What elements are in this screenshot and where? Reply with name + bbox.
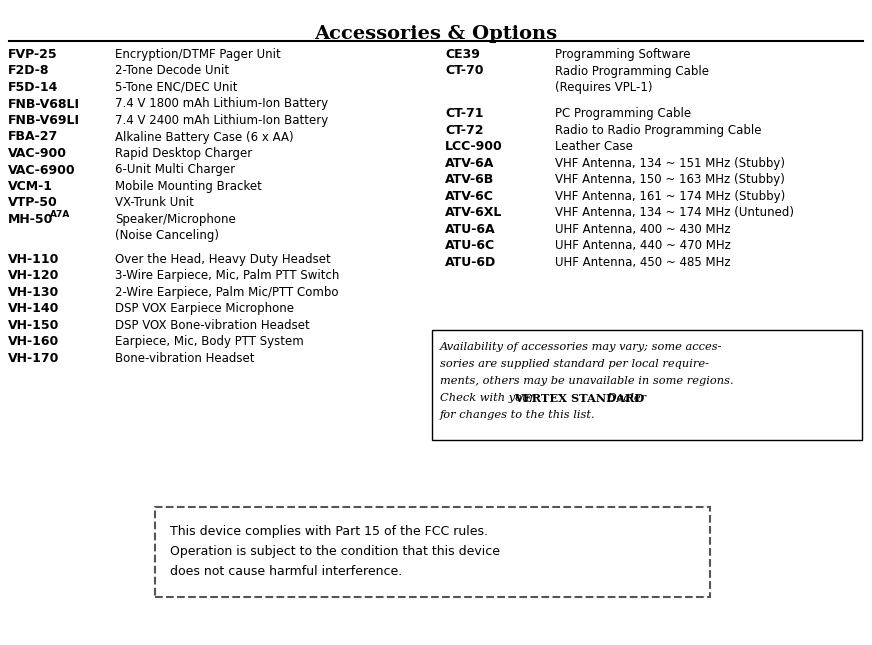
Text: A7A: A7A bbox=[50, 210, 71, 219]
Text: MH-50: MH-50 bbox=[8, 213, 53, 226]
Text: sories are supplied standard per local require-: sories are supplied standard per local r… bbox=[440, 359, 709, 369]
Text: 5-Tone ENC/DEC Unit: 5-Tone ENC/DEC Unit bbox=[115, 81, 237, 94]
Text: FNB-V69LI: FNB-V69LI bbox=[8, 114, 80, 127]
Text: Over the Head, Heavy Duty Headset: Over the Head, Heavy Duty Headset bbox=[115, 253, 330, 266]
FancyBboxPatch shape bbox=[432, 330, 862, 440]
Text: ATU-6A: ATU-6A bbox=[445, 223, 495, 236]
Text: Earpiece, Mic, Body PTT System: Earpiece, Mic, Body PTT System bbox=[115, 335, 303, 348]
Text: 6-Unit Multi Charger: 6-Unit Multi Charger bbox=[115, 163, 235, 177]
Text: VAC-6900: VAC-6900 bbox=[8, 163, 76, 177]
Text: ATV-6C: ATV-6C bbox=[445, 190, 494, 203]
Text: (Requires VPL-1): (Requires VPL-1) bbox=[555, 81, 652, 94]
Text: Encryption/DTMF Pager Unit: Encryption/DTMF Pager Unit bbox=[115, 48, 281, 61]
Text: VAC-900: VAC-900 bbox=[8, 147, 67, 160]
Text: VTP-50: VTP-50 bbox=[8, 197, 58, 210]
Text: VH-150: VH-150 bbox=[8, 319, 59, 332]
Text: ATU-6C: ATU-6C bbox=[445, 239, 495, 252]
Text: VH-110: VH-110 bbox=[8, 253, 59, 266]
Text: Accessories & Options: Accessories & Options bbox=[315, 25, 557, 43]
Text: VHF Antenna, 150 ~ 163 MHz (Stubby): VHF Antenna, 150 ~ 163 MHz (Stubby) bbox=[555, 174, 785, 186]
Text: F5D-14: F5D-14 bbox=[8, 81, 58, 94]
Text: ments, others may be unavailable in some regions.: ments, others may be unavailable in some… bbox=[440, 376, 733, 386]
Text: Dealer: Dealer bbox=[604, 393, 646, 403]
Text: DSP VOX Earpiece Microphone: DSP VOX Earpiece Microphone bbox=[115, 302, 294, 315]
Text: F2D-8: F2D-8 bbox=[8, 64, 50, 77]
Text: VHF Antenna, 161 ~ 174 MHz (Stubby): VHF Antenna, 161 ~ 174 MHz (Stubby) bbox=[555, 190, 786, 203]
Text: 7.4 V 1800 mAh Lithium-Ion Battery: 7.4 V 1800 mAh Lithium-Ion Battery bbox=[115, 97, 328, 110]
Text: Radio to Radio Programming Cable: Radio to Radio Programming Cable bbox=[555, 124, 761, 137]
Text: CT-72: CT-72 bbox=[445, 124, 483, 137]
Text: VCM-1: VCM-1 bbox=[8, 180, 53, 193]
Text: PC Programming Cable: PC Programming Cable bbox=[555, 108, 691, 121]
Text: UHF Antenna, 440 ~ 470 MHz: UHF Antenna, 440 ~ 470 MHz bbox=[555, 239, 731, 252]
Text: VHF Antenna, 134 ~ 174 MHz (Untuned): VHF Antenna, 134 ~ 174 MHz (Untuned) bbox=[555, 206, 794, 219]
FancyBboxPatch shape bbox=[155, 507, 710, 597]
Text: 2-Tone Decode Unit: 2-Tone Decode Unit bbox=[115, 64, 229, 77]
Text: 7.4 V 2400 mAh Lithium-Ion Battery: 7.4 V 2400 mAh Lithium-Ion Battery bbox=[115, 114, 328, 127]
Text: 3-Wire Earpiece, Mic, Palm PTT Switch: 3-Wire Earpiece, Mic, Palm PTT Switch bbox=[115, 269, 339, 282]
Text: VH-120: VH-120 bbox=[8, 269, 59, 282]
Text: FVP-25: FVP-25 bbox=[8, 48, 58, 61]
Text: Radio Programming Cable: Radio Programming Cable bbox=[555, 64, 709, 77]
Text: VHF Antenna, 134 ~ 151 MHz (Stubby): VHF Antenna, 134 ~ 151 MHz (Stubby) bbox=[555, 157, 785, 170]
Text: VH-140: VH-140 bbox=[8, 302, 59, 315]
Text: Programming Software: Programming Software bbox=[555, 48, 691, 61]
Text: LCC-900: LCC-900 bbox=[445, 141, 503, 154]
Text: for changes to the this list.: for changes to the this list. bbox=[440, 410, 596, 420]
Text: ATV-6A: ATV-6A bbox=[445, 157, 494, 170]
Text: FBA-27: FBA-27 bbox=[8, 130, 58, 143]
Text: CT-71: CT-71 bbox=[445, 108, 483, 121]
Text: VX-Trunk Unit: VX-Trunk Unit bbox=[115, 197, 194, 210]
Text: Leather Case: Leather Case bbox=[555, 141, 633, 154]
Text: 2-Wire Earpiece, Palm Mic/PTT Combo: 2-Wire Earpiece, Palm Mic/PTT Combo bbox=[115, 286, 338, 299]
Text: CE39: CE39 bbox=[445, 48, 480, 61]
Text: FNB-V68LI: FNB-V68LI bbox=[8, 97, 80, 110]
Text: Rapid Desktop Charger: Rapid Desktop Charger bbox=[115, 147, 252, 160]
Text: ATV-6XL: ATV-6XL bbox=[445, 206, 502, 219]
Text: VH-170: VH-170 bbox=[8, 352, 59, 364]
Text: VERTEX STANDARD: VERTEX STANDARD bbox=[514, 393, 644, 404]
Text: (Noise Canceling): (Noise Canceling) bbox=[115, 230, 219, 243]
Text: UHF Antenna, 400 ~ 430 MHz: UHF Antenna, 400 ~ 430 MHz bbox=[555, 223, 731, 236]
Text: ATU-6D: ATU-6D bbox=[445, 256, 496, 269]
Text: Availability of accessories may vary; some acces-: Availability of accessories may vary; so… bbox=[440, 342, 723, 352]
Text: UHF Antenna, 450 ~ 485 MHz: UHF Antenna, 450 ~ 485 MHz bbox=[555, 256, 731, 269]
Text: VH-160: VH-160 bbox=[8, 335, 59, 348]
Text: VH-130: VH-130 bbox=[8, 286, 59, 299]
Text: This device complies with Part 15 of the FCC rules.: This device complies with Part 15 of the… bbox=[170, 525, 488, 538]
Text: CT-70: CT-70 bbox=[445, 64, 483, 77]
Text: DSP VOX Bone-vibration Headset: DSP VOX Bone-vibration Headset bbox=[115, 319, 310, 332]
Text: Alkaline Battery Case (6 x AA): Alkaline Battery Case (6 x AA) bbox=[115, 130, 294, 143]
Text: Check with your: Check with your bbox=[440, 393, 539, 403]
Text: ATV-6B: ATV-6B bbox=[445, 174, 494, 186]
Text: Mobile Mounting Bracket: Mobile Mounting Bracket bbox=[115, 180, 262, 193]
Text: does not cause harmful interference.: does not cause harmful interference. bbox=[170, 565, 402, 578]
Text: Bone-vibration Headset: Bone-vibration Headset bbox=[115, 352, 255, 364]
Text: Speaker/Microphone: Speaker/Microphone bbox=[115, 213, 235, 226]
Text: Operation is subject to the condition that this device: Operation is subject to the condition th… bbox=[170, 545, 500, 558]
